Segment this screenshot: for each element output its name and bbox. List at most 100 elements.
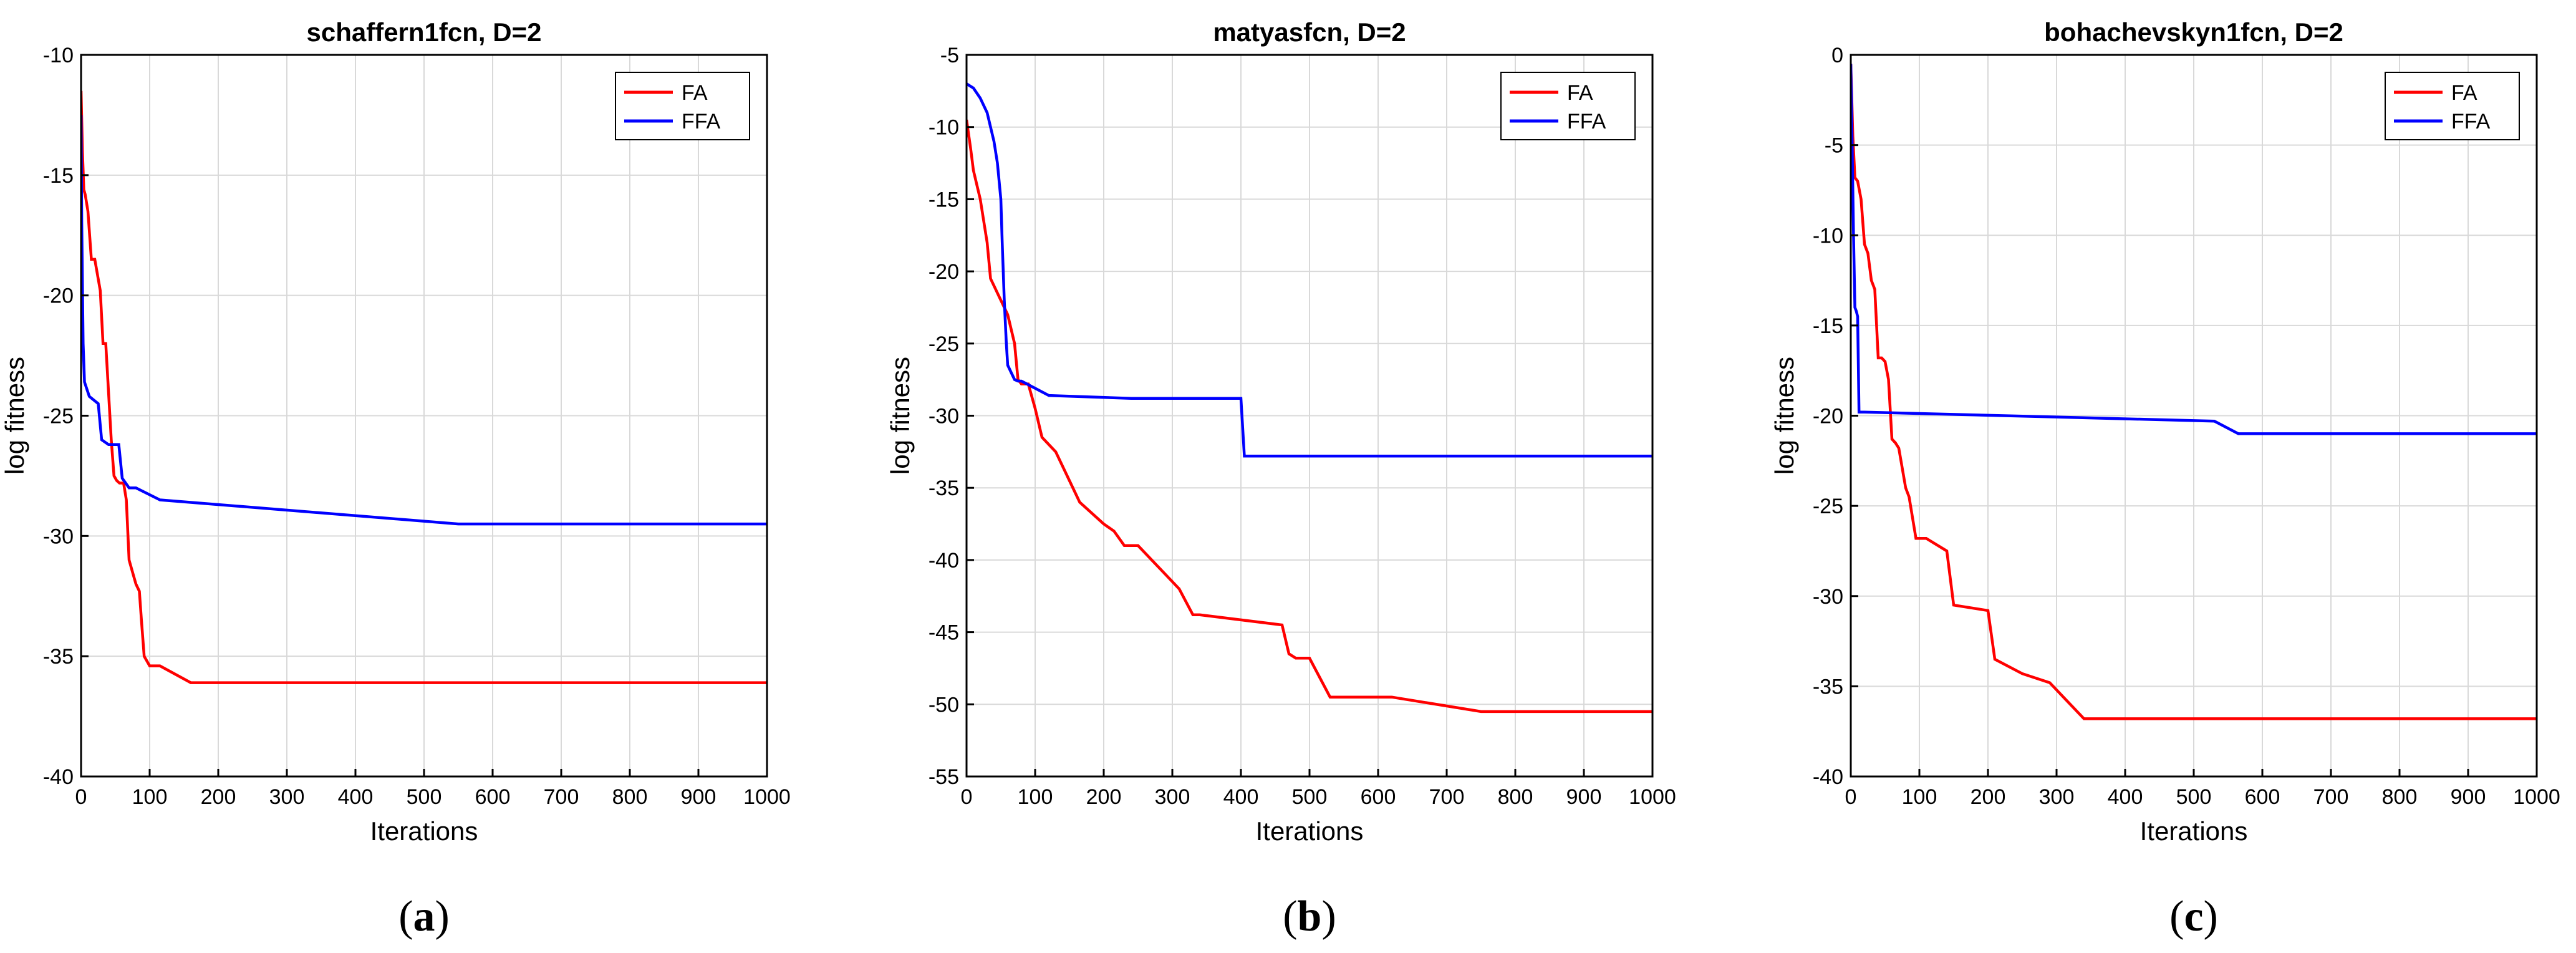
y-tick-label: -55 [929, 765, 959, 789]
y-tick-label: -50 [929, 693, 959, 717]
x-tick-label: 400 [2108, 785, 2143, 809]
series-line-fa [967, 119, 1652, 714]
x-tick-label: 600 [1361, 785, 1396, 809]
series-line-ffa [1851, 64, 2537, 435]
x-tick-label: 300 [2039, 785, 2075, 809]
legend-label-ffa: FFA [2451, 110, 2491, 133]
x-tick-label: 800 [1498, 785, 1533, 809]
x-tick-label: 900 [1566, 785, 1602, 809]
x-tick-label: 600 [2245, 785, 2280, 809]
y-tick-label: -25 [929, 332, 959, 356]
x-tick-label: 100 [1018, 785, 1053, 809]
panel-letter: a [413, 893, 435, 941]
x-tick-label: 700 [2313, 785, 2349, 809]
y-tick-label: -30 [43, 525, 74, 548]
x-tick-label: 200 [1086, 785, 1122, 809]
y-tick-label: -15 [929, 188, 959, 211]
chart-panel-1: 0 100 200 300 400 500 600 700 800 900 1000 -55 -50 -4… [885, 17, 1676, 941]
x-tick-label: 700 [544, 785, 579, 809]
panel-label: (c) [2169, 893, 2218, 941]
x-tick-label: 1000 [2513, 785, 2560, 809]
y-axis-label: log fitness [1770, 357, 1799, 475]
panel-paren-open: ( [398, 893, 413, 941]
y-tick-label: -40 [929, 549, 959, 573]
y-tick-label: -10 [929, 116, 959, 140]
x-axis-label: Iterations [2140, 816, 2248, 846]
legend-box [2385, 72, 2520, 140]
x-tick-label: 700 [1429, 785, 1465, 809]
x-tick-label: 0 [75, 785, 87, 809]
y-tick-label: -40 [1813, 765, 1843, 789]
y-tick-label: -25 [43, 405, 74, 428]
series-line-ffa [81, 115, 767, 526]
chart-title: schaffern1fcn, D=2 [307, 17, 542, 47]
y-tick-label: -35 [43, 645, 74, 669]
legend-label-fa: FA [2451, 81, 2477, 105]
x-tick-label: 500 [2176, 785, 2212, 809]
y-tick-label: -10 [43, 44, 74, 67]
legend-label-fa: FA [1567, 81, 1593, 105]
legend: FA FFA [615, 72, 750, 140]
x-tick-label: 200 [1971, 785, 2006, 809]
panel-paren-close: ) [435, 893, 450, 941]
x-tick-label: 300 [1155, 785, 1190, 809]
y-tick-label: -30 [1813, 585, 1843, 609]
chart-title: matyasfcn, D=2 [1213, 17, 1406, 47]
legend: FA FFA [1500, 72, 1636, 140]
x-axis-label: Iterations [370, 816, 478, 846]
x-tick-label: 600 [475, 785, 511, 809]
panel-letter: b [1298, 893, 1322, 941]
y-axis-label: log fitness [0, 357, 29, 475]
panel-paren-close: ) [2204, 893, 2218, 941]
y-tick-label: -45 [929, 621, 959, 645]
y-axis-label: log fitness [885, 357, 915, 475]
chart-panel-0: 0 100 200 300 400 500 600 700 800 900 1000 -40 -35 -3… [0, 17, 791, 941]
x-tick-label: 900 [681, 785, 716, 809]
legend-box [1500, 72, 1636, 140]
x-tick-label: 900 [2451, 785, 2486, 809]
panel-paren-open: ( [1283, 893, 1297, 941]
y-tick-label: -30 [929, 405, 959, 428]
series-line-fa [81, 90, 767, 684]
y-tick-label: -5 [1825, 134, 1843, 158]
series-line-fa [1851, 64, 2537, 720]
y-tick-label: -35 [1813, 675, 1843, 699]
panel-paren-close: ) [1321, 893, 1336, 941]
y-tick-label: 0 [1831, 44, 1843, 67]
x-tick-label: 400 [1223, 785, 1259, 809]
x-tick-label: 0 [1845, 785, 1857, 809]
chart-title: bohachevskyn1fcn, D=2 [2044, 17, 2343, 47]
x-tick-label: 500 [407, 785, 442, 809]
x-tick-label: 400 [338, 785, 374, 809]
x-tick-label: 500 [1292, 785, 1328, 809]
panel-label: (a) [398, 893, 450, 941]
y-tick-label: -15 [43, 164, 74, 188]
x-tick-label: 800 [612, 785, 648, 809]
y-tick-label: -5 [940, 44, 959, 67]
y-tick-label: -10 [1813, 224, 1843, 248]
x-tick-label: 1000 [743, 785, 791, 809]
x-tick-label: 100 [1902, 785, 1937, 809]
x-tick-label: 1000 [1629, 785, 1676, 809]
legend-label-ffa: FFA [682, 110, 721, 133]
panel-paren-open: ( [2169, 893, 2184, 941]
panel-letter: c [2184, 893, 2203, 941]
legend-box [615, 72, 750, 140]
legend: FA FFA [2385, 72, 2520, 140]
y-tick-label: -40 [43, 765, 74, 789]
x-tick-label: 0 [961, 785, 973, 809]
legend-label-ffa: FFA [1567, 110, 1606, 133]
y-tick-label: -20 [929, 260, 959, 284]
x-tick-label: 800 [2382, 785, 2418, 809]
series-line-ffa [967, 82, 1652, 458]
legend-label-fa: FA [682, 81, 708, 105]
x-axis-label: Iterations [1256, 816, 1364, 846]
y-tick-label: -25 [1813, 495, 1843, 518]
y-tick-label: -20 [43, 284, 74, 308]
y-tick-label: -35 [929, 476, 959, 500]
chart-panel-2: 0 100 200 300 400 500 600 700 800 900 1000 -40 -35 -3… [1770, 17, 2560, 941]
x-tick-label: 200 [201, 785, 236, 809]
x-tick-label: 100 [132, 785, 168, 809]
y-tick-label: -20 [1813, 405, 1843, 428]
